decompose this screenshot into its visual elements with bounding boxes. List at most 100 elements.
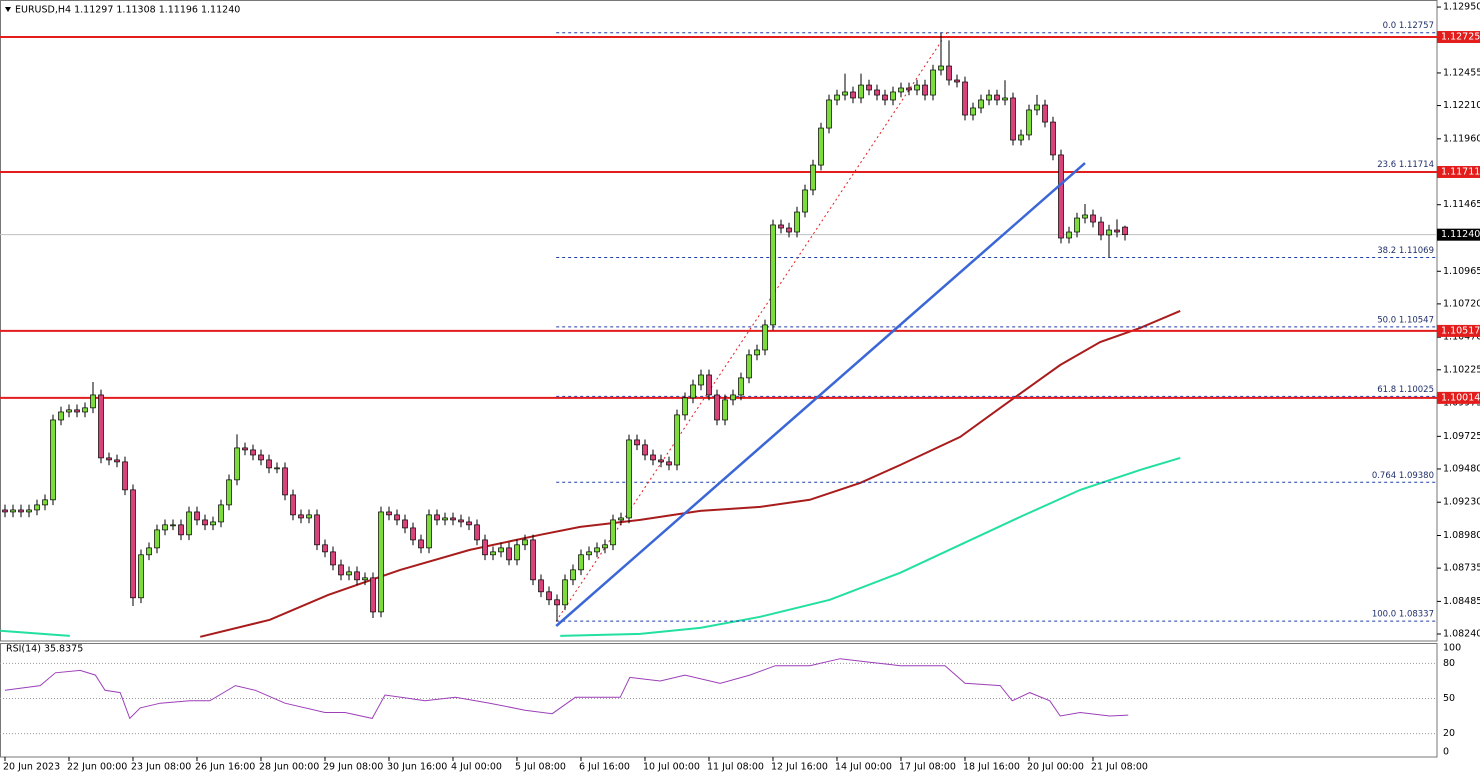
candle-body <box>818 127 824 166</box>
candle-body <box>426 514 432 549</box>
y-tick-label: 1.10720 <box>1443 298 1480 309</box>
candle-body <box>250 449 256 456</box>
candle-body <box>530 539 536 581</box>
main-panel <box>0 0 1438 642</box>
candle-body <box>922 84 928 96</box>
x-tick-label: 30 Jun 16:00 <box>387 762 447 773</box>
candle-body <box>546 591 552 601</box>
candle-body <box>34 504 40 511</box>
candle-body <box>2 509 8 513</box>
candle-body <box>170 524 176 527</box>
candle-body <box>554 599 560 606</box>
candle-body <box>298 514 304 519</box>
candle-body <box>762 324 768 351</box>
x-tick-label: 20 Jun 2023 <box>3 762 60 773</box>
candle-body <box>730 394 736 401</box>
candle-body <box>1026 109 1032 136</box>
fib-label: 61.8 1.10025 <box>1377 385 1434 395</box>
candle-body <box>394 514 400 521</box>
y-tick-label: 1.09480 <box>1443 463 1480 474</box>
candle-body <box>682 397 688 416</box>
candle-body <box>602 544 608 549</box>
candle-body <box>66 409 72 413</box>
y-tick-label: 1.11465 <box>1443 199 1480 210</box>
candle-body <box>226 479 232 506</box>
candle-body <box>666 461 672 466</box>
x-tick-label: 22 Jun 00:00 <box>67 762 127 773</box>
x-tick-label: 5 Jul 08:00 <box>515 762 566 773</box>
y-tick-label: 1.10470 <box>1443 332 1480 343</box>
candle-body <box>338 564 344 576</box>
y-tick-label: 1.09725 <box>1443 431 1480 442</box>
rsi-panel <box>0 643 1438 758</box>
candle-body <box>266 459 272 469</box>
candle-body <box>914 84 920 91</box>
menu-arrow <box>5 7 11 12</box>
candle-body <box>890 91 896 101</box>
candle-body <box>466 521 472 526</box>
rsi-line <box>4 658 1129 720</box>
candle-body <box>826 99 832 129</box>
candle-body <box>1098 221 1104 236</box>
candle-body <box>18 509 24 513</box>
candle-body <box>1106 229 1112 236</box>
fib-label: 0.764 1.09380 <box>1372 471 1434 481</box>
candle-body <box>714 394 720 421</box>
level-box <box>1437 391 1480 404</box>
x-tick-label: 12 Jul 16:00 <box>771 762 828 773</box>
candle-body <box>1122 226 1128 236</box>
candle-body <box>370 577 376 613</box>
candle-body <box>866 84 872 91</box>
x-tick-label: 18 Jul 16:00 <box>963 762 1020 773</box>
candle-body <box>930 69 936 96</box>
rsi-plot <box>0 658 1437 735</box>
candle-body <box>770 224 776 326</box>
candle-body <box>786 227 792 233</box>
candle-body <box>650 454 656 461</box>
candle-body <box>130 489 136 599</box>
candle-body <box>322 544 328 553</box>
candle-body <box>274 467 280 470</box>
candle-body <box>178 524 184 536</box>
candle-body <box>562 579 568 606</box>
candle-body <box>578 554 584 571</box>
x-tick-label: 17 Jul 08:00 <box>899 762 956 773</box>
candle-body <box>858 84 864 99</box>
level-box <box>1437 324 1480 337</box>
candle-body <box>722 399 728 421</box>
candle-body <box>154 529 160 549</box>
current-price-label: 1.11240 <box>1441 229 1480 240</box>
candle-body <box>82 407 88 413</box>
candle-body <box>98 394 104 459</box>
candle-body <box>354 571 360 581</box>
candle-body <box>210 521 216 526</box>
chart-header: EURUSD,H4 1.11297 1.11308 1.11196 1.1124… <box>15 5 240 16</box>
candle-body <box>842 91 848 96</box>
candle-body <box>202 519 208 526</box>
candle-body <box>570 569 576 581</box>
candle-body <box>1074 217 1080 233</box>
y-tick-label: 1.12455 <box>1443 67 1480 78</box>
candle-body <box>586 551 592 556</box>
candle-body <box>218 504 224 523</box>
candle-body <box>618 517 624 521</box>
candle-body <box>538 579 544 593</box>
candle-body <box>330 551 336 566</box>
x-tick-label: 14 Jul 00:00 <box>835 762 892 773</box>
candle-body <box>378 511 384 613</box>
x-tick-label: 4 Jul 00:00 <box>451 762 502 773</box>
x-tick-label: 11 Jul 08:00 <box>707 762 764 773</box>
candle-body <box>306 514 312 519</box>
candle-body <box>1050 121 1056 156</box>
candle-body <box>290 494 296 516</box>
candle-body <box>706 374 712 396</box>
candle-body <box>162 524 168 531</box>
candle-body <box>458 519 464 523</box>
current-price-box <box>1437 228 1480 241</box>
x-tick-label: 29 Jun 08:00 <box>323 762 383 773</box>
candle-body <box>42 499 48 506</box>
candle-body <box>994 94 1000 101</box>
candle-body <box>874 89 880 96</box>
x-tick-label: 23 Jun 08:00 <box>131 762 191 773</box>
fib-label: 23.6 1.11714 <box>1377 160 1434 170</box>
